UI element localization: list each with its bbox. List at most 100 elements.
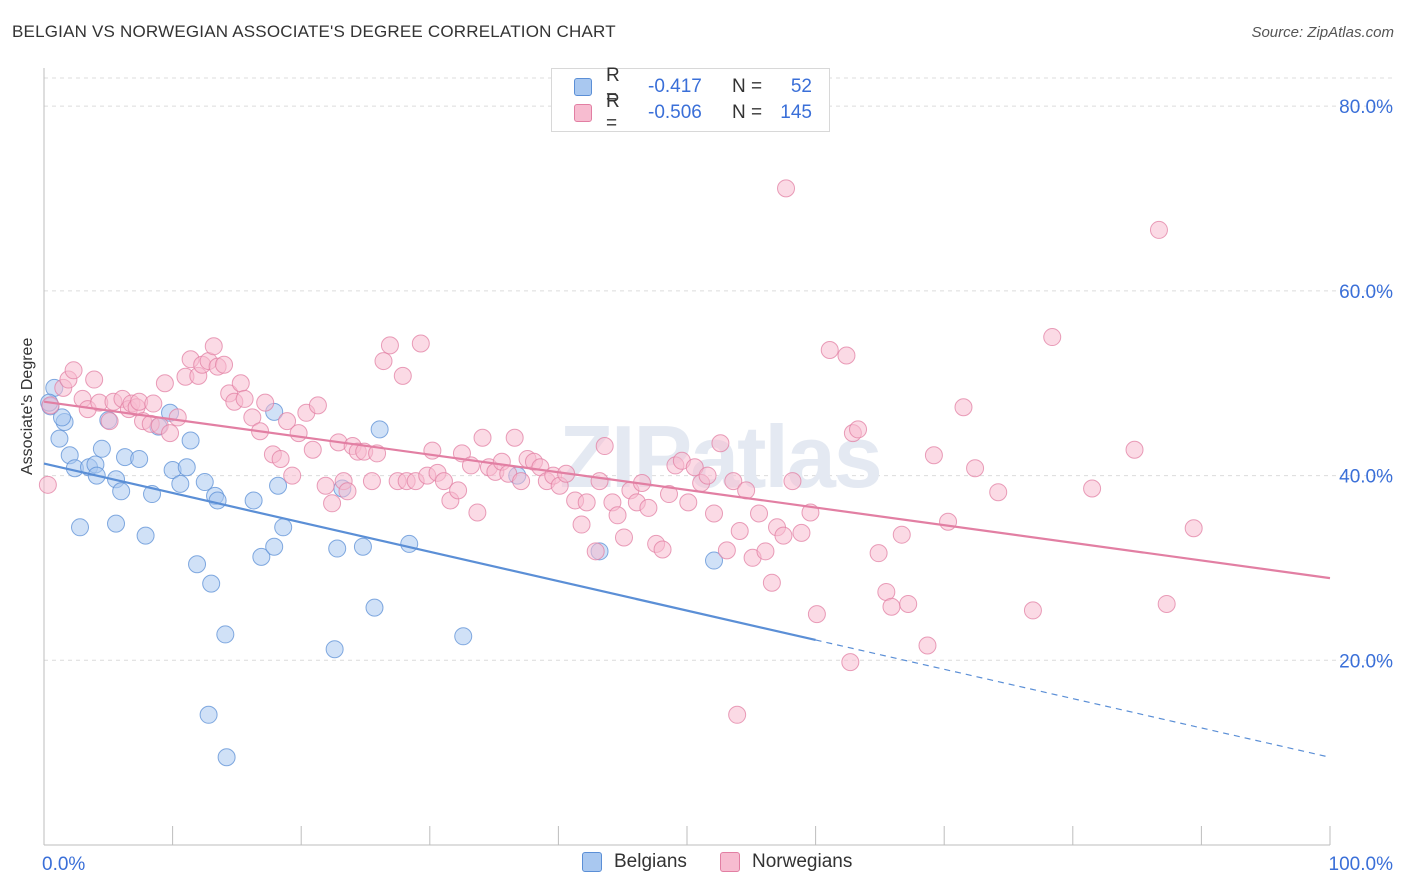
- point-norwegians: [473, 428, 492, 447]
- point-norwegians: [924, 446, 943, 465]
- point-belgians: [107, 514, 126, 533]
- legend-label-belgians: Belgians: [614, 851, 687, 872]
- legend-label-norwegians: Norwegians: [752, 851, 853, 872]
- point-belgians: [50, 429, 69, 448]
- point-norwegians: [1184, 519, 1203, 538]
- point-norwegians: [590, 472, 609, 491]
- legend-swatch-belgians: [574, 78, 592, 96]
- legend-item-norwegians[interactable]: Norwegians: [720, 851, 852, 873]
- point-norwegians: [577, 493, 596, 512]
- point-belgians: [353, 537, 372, 556]
- point-norwegians: [807, 605, 826, 624]
- point-norwegians: [144, 394, 163, 413]
- point-norwegians: [393, 366, 412, 385]
- point-norwegians: [271, 449, 290, 468]
- point-norwegians: [869, 544, 888, 563]
- point-norwegians: [41, 396, 60, 415]
- legend-swatch-norwegians: [574, 104, 592, 122]
- chart-title: BELGIAN VS NORWEGIAN ASSOCIATE'S DEGREE …: [12, 22, 616, 41]
- point-norwegians: [849, 420, 868, 439]
- point-norwegians: [231, 374, 250, 393]
- point-norwegians: [303, 440, 322, 459]
- point-belgians: [188, 555, 207, 574]
- legend-r-value: -0.417: [648, 76, 702, 97]
- point-norwegians: [892, 525, 911, 544]
- source-label: Source: ZipAtlas.com: [1251, 24, 1394, 41]
- point-norwegians: [728, 705, 747, 724]
- watermark: ZIPatlas: [559, 407, 880, 506]
- point-belgians: [136, 526, 155, 545]
- point-norwegians: [653, 540, 672, 559]
- point-norwegians: [724, 472, 743, 491]
- x-tick-labels: 0.0% 100.0%: [42, 854, 1393, 875]
- point-norwegians: [711, 434, 730, 453]
- point-norwegians: [882, 597, 901, 616]
- point-norwegians: [1157, 594, 1176, 613]
- point-norwegians: [256, 393, 275, 412]
- y-tick-label: 80.0%: [1339, 97, 1393, 118]
- point-norwegians: [308, 396, 327, 415]
- point-norwegians: [215, 355, 234, 374]
- legend-row-belgians: R = -0.417 N = 52: [574, 65, 812, 108]
- point-norwegians: [685, 458, 704, 477]
- point-belgians: [208, 491, 227, 510]
- point-norwegians: [679, 493, 698, 512]
- point-belgians: [130, 449, 149, 468]
- point-norwegians: [283, 466, 302, 485]
- point-norwegians: [989, 483, 1008, 502]
- point-norwegians: [954, 398, 973, 417]
- point-norwegians: [168, 408, 187, 427]
- correlation-legend: R = -0.417 N = 52 R = -0.506 N = 145: [551, 65, 830, 134]
- trend-line-belgians: [43, 462, 816, 642]
- point-belgians: [244, 491, 263, 510]
- point-belgians: [325, 640, 344, 659]
- grid-lines: [44, 77, 1392, 661]
- point-norwegians: [614, 528, 633, 547]
- point-belgians: [454, 627, 473, 646]
- legend-n-value: 52: [790, 76, 812, 97]
- point-norwegians: [316, 476, 335, 495]
- point-norwegians: [705, 504, 724, 523]
- point-belgians: [171, 474, 190, 493]
- point-norwegians: [572, 515, 591, 534]
- point-belgians: [216, 625, 235, 644]
- point-norwegians: [235, 389, 254, 408]
- point-norwegians: [939, 512, 958, 531]
- point-belgians: [181, 431, 200, 450]
- point-norwegians: [639, 498, 658, 517]
- point-norwegians: [243, 408, 262, 427]
- point-belgians: [365, 598, 384, 617]
- point-norwegians: [820, 340, 839, 359]
- point-norwegians: [278, 412, 297, 431]
- point-norwegians: [698, 466, 717, 485]
- point-norwegians: [161, 424, 180, 443]
- point-norwegians: [368, 444, 387, 463]
- legend-row-norwegians: R = -0.506 N = 145: [574, 91, 812, 134]
- point-norwegians: [756, 542, 775, 561]
- point-norwegians: [204, 337, 223, 356]
- point-norwegians: [380, 336, 399, 355]
- point-norwegians: [750, 504, 769, 523]
- point-norwegians: [659, 485, 678, 504]
- point-norwegians: [966, 459, 985, 478]
- legend-swatch-belgians: [582, 852, 602, 872]
- point-norwegians: [338, 482, 357, 501]
- point-norwegians: [512, 472, 531, 491]
- point-norwegians: [1043, 328, 1062, 347]
- point-norwegians: [777, 179, 796, 198]
- point-belgians: [252, 547, 271, 566]
- point-norwegians: [434, 472, 453, 491]
- y-tick-labels: 20.0% 40.0% 60.0% 80.0%: [1339, 97, 1393, 672]
- point-norwegians: [918, 636, 937, 655]
- point-norwegians: [362, 472, 381, 491]
- legend-item-belgians[interactable]: Belgians: [582, 851, 687, 873]
- point-norwegians: [155, 374, 174, 393]
- point-norwegians: [774, 526, 793, 545]
- trend-line-belgians-extension: [815, 639, 1331, 758]
- point-norwegians: [717, 541, 736, 560]
- point-norwegians: [449, 481, 468, 500]
- point-norwegians: [38, 475, 57, 494]
- y-tick-label: 20.0%: [1339, 651, 1393, 672]
- y-tick-label: 40.0%: [1339, 467, 1393, 488]
- point-norwegians: [289, 424, 308, 443]
